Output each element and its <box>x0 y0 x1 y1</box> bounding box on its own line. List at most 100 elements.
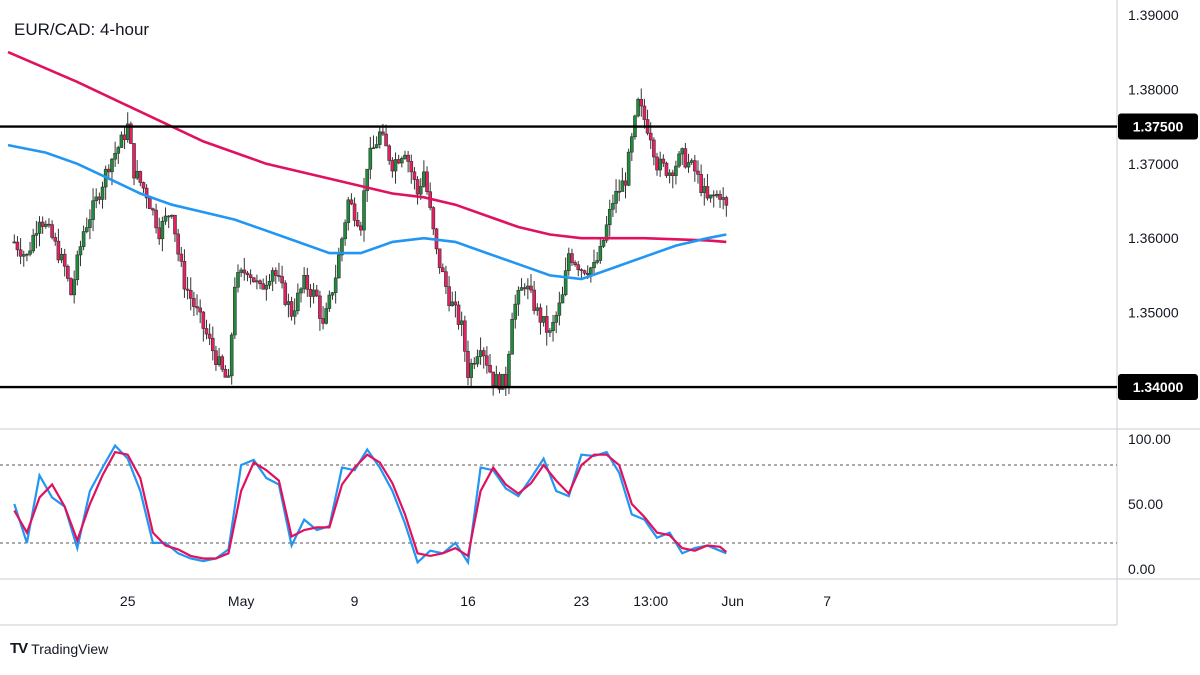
candle-up <box>674 165 678 176</box>
candle-down <box>415 179 420 195</box>
candle-up <box>721 197 725 200</box>
candle-up <box>28 250 32 255</box>
candle-up <box>25 253 29 256</box>
candle-up <box>604 224 609 241</box>
candle-down <box>176 233 180 255</box>
candle-down <box>280 276 284 284</box>
candle-down <box>321 318 325 324</box>
candle-down <box>154 209 158 229</box>
candle-down <box>289 301 294 317</box>
candle-down <box>570 253 574 263</box>
candle-down <box>579 269 584 271</box>
candle-down <box>529 285 533 291</box>
candle-down <box>431 207 436 230</box>
slow-moving-average-line <box>7 50 727 244</box>
candle-down <box>384 133 388 147</box>
candle-down <box>693 160 697 172</box>
tradingview-logo-icon: TV <box>10 640 28 657</box>
candle-up <box>607 208 612 226</box>
stochastic-k-line <box>13 443 727 566</box>
candle-down <box>242 269 247 274</box>
candle-up <box>119 134 124 148</box>
candle-up <box>620 180 625 192</box>
candle-up <box>368 147 373 170</box>
candle-up <box>560 294 565 304</box>
candle-up <box>160 220 165 240</box>
chart-title: EUR/CAD: 4-hour <box>14 20 150 39</box>
time-tick-label: 9 <box>351 593 359 609</box>
candle-down <box>522 287 527 290</box>
candle-down <box>66 265 70 279</box>
candle-down <box>447 286 451 306</box>
candle-up <box>81 231 86 247</box>
candle-down <box>141 182 146 189</box>
candle-up <box>686 162 691 168</box>
candle-down <box>210 337 215 352</box>
price-tick-label: 1.38000 <box>1128 81 1179 97</box>
candle-down <box>201 311 206 329</box>
candle-up <box>548 330 552 333</box>
candle-down <box>349 199 354 205</box>
candle-up <box>270 270 275 282</box>
candle-down <box>652 139 656 158</box>
candle-down <box>503 373 508 389</box>
candle-up <box>371 147 376 150</box>
candle-up <box>554 315 558 323</box>
candle-up <box>292 310 297 317</box>
candle-down <box>207 333 212 339</box>
candle-up <box>59 253 64 261</box>
candle-down <box>305 274 310 290</box>
candle-up <box>34 233 39 236</box>
candle-up <box>478 350 483 357</box>
candle-up <box>302 274 306 290</box>
candle-down <box>195 306 199 309</box>
candle-up <box>44 223 48 227</box>
candle-down <box>318 295 322 319</box>
candle-down <box>491 371 495 386</box>
candle-up <box>510 318 514 355</box>
time-tick-label: 7 <box>823 593 831 609</box>
price-tick-label: 1.37000 <box>1128 156 1179 172</box>
candle-up <box>217 356 221 365</box>
candle-down <box>538 307 543 323</box>
candle-up <box>589 267 593 275</box>
candle-up <box>100 186 105 200</box>
candle-down <box>355 220 360 227</box>
candle-down <box>582 270 587 274</box>
candle-up <box>611 203 615 210</box>
candle-up <box>229 334 234 377</box>
level-label-box <box>1118 113 1198 140</box>
candle-up <box>343 222 347 240</box>
candle-down <box>53 237 58 242</box>
candle-down <box>47 223 51 226</box>
candle-up <box>374 144 379 149</box>
candle-down <box>585 272 590 275</box>
stochastic-pane[interactable] <box>0 443 1117 566</box>
candle-down <box>69 278 73 296</box>
candle-down <box>456 304 461 325</box>
candle-up <box>333 277 338 293</box>
candle-down <box>248 274 253 278</box>
price-tick-label: 1.35000 <box>1128 305 1179 321</box>
candle-up <box>340 238 344 256</box>
candle-up <box>557 302 562 316</box>
candle-up <box>567 253 571 272</box>
candle-down <box>173 214 177 235</box>
candle-down <box>107 168 111 173</box>
time-tick-label: 23 <box>574 593 590 609</box>
candle-down <box>138 171 143 183</box>
candle-down <box>273 270 278 276</box>
candle-up <box>236 272 240 288</box>
candle-up <box>636 98 640 117</box>
candle-up <box>75 254 80 280</box>
candle-up <box>551 322 555 331</box>
price-pane[interactable] <box>0 50 1117 397</box>
candle-down <box>664 162 669 176</box>
candle-up <box>286 301 291 305</box>
candle-down <box>532 289 536 311</box>
candle-down <box>179 253 184 262</box>
candle-down <box>655 156 659 171</box>
candle-up <box>422 171 426 187</box>
candle-up <box>91 200 95 220</box>
candle-down <box>261 283 265 290</box>
